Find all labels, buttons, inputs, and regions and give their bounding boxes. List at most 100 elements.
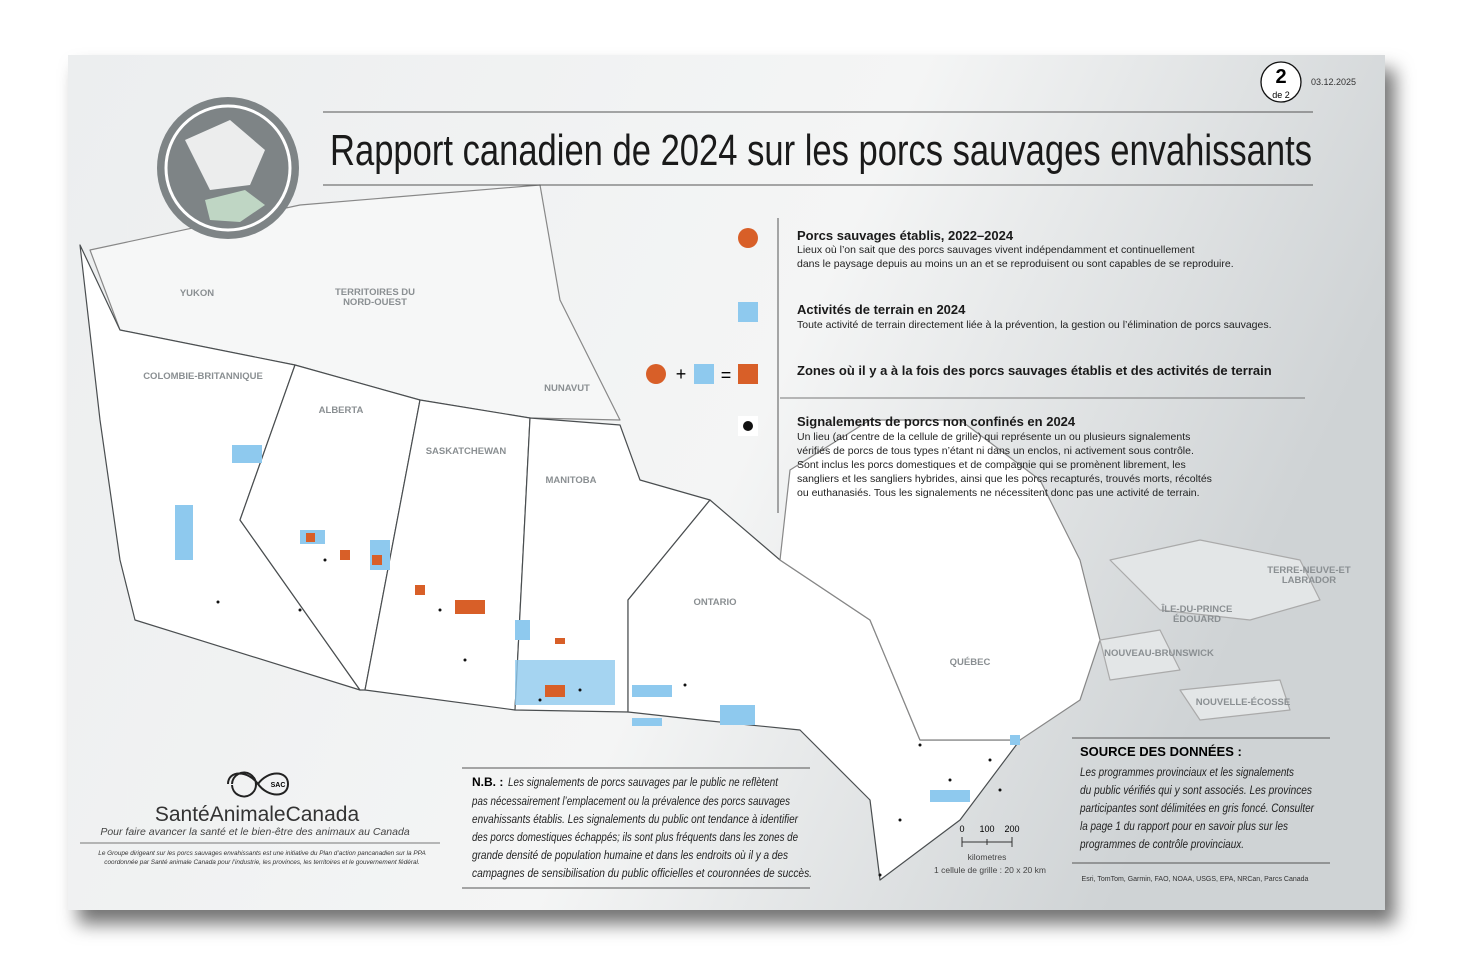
province-nb: [1099, 629, 1181, 681]
province-ab: [239, 364, 421, 691]
source-title: SOURCE DES DONNÉES :: [1080, 744, 1242, 759]
logo-footnote: coordonnée par Santé animale Canada pour…: [104, 859, 419, 866]
overlap-cell: [415, 585, 425, 595]
page-number: 2: [1275, 66, 1286, 88]
field-activity-swatch: [694, 364, 714, 384]
scale-label: 100: [979, 824, 994, 834]
field-activity-swatch: [738, 302, 758, 322]
overlap-cell: [545, 685, 565, 697]
field-activity-cell: [1010, 735, 1020, 745]
legend-description: vérifiés de porcs de tous types n’étant …: [797, 445, 1194, 457]
legend-description: Sont inclus les porcs domestiques et de …: [797, 459, 1186, 471]
region-label: TERRE-NEUVE-ET: [1267, 565, 1351, 576]
date: 03.12.2025: [1311, 77, 1356, 87]
field-activity-cell: [515, 660, 615, 705]
source-line: la page 1 du rapport pour en savoir plus…: [1080, 821, 1288, 833]
legend-description: dans le paysage depuis au moins un an et…: [797, 258, 1234, 270]
page-of: de 2: [1272, 90, 1290, 100]
province-qc: [779, 419, 1101, 741]
note-line: envahissants établis. Les signalements d…: [472, 814, 799, 826]
note-line: pas nécessairement l’emplacement ou la p…: [471, 796, 790, 808]
grid-cell-size: 1 cellule de grille : 20 x 20 km: [934, 865, 1046, 875]
region-label: ÉDOUARD: [1173, 614, 1221, 625]
equals-sign: =: [721, 365, 732, 385]
note-line: des porcs domestiques échappés; ils sont…: [472, 832, 798, 844]
region-label: LABRADOR: [1282, 575, 1336, 586]
report-dot: [743, 421, 753, 431]
legend-title: Zones où il y a à la fois des porcs sauv…: [797, 363, 1272, 378]
logo-badge-text: SAC: [271, 782, 286, 789]
field-activity-cell: [515, 620, 530, 640]
report-dots: [216, 558, 1002, 877]
overlap-cell: [372, 555, 382, 565]
field-activity-cell: [632, 685, 672, 697]
plus-sign: +: [676, 364, 687, 384]
region-label: COLOMBIE-BRITANNIQUE: [143, 371, 263, 382]
header: 2 de 2 03.12.2025 Rapport canadien de 20…: [157, 61, 1356, 239]
attribution: Esri, TomTom, Garmin, FAO, NOAA, USGS, E…: [1082, 876, 1309, 883]
overlap-cell: [455, 600, 485, 614]
field-activity-cell: [720, 705, 755, 725]
logo-boar: [185, 120, 265, 190]
legend-title: Signalements de porcs non confinés en 20…: [797, 414, 1076, 429]
note-line: campagnes de sensibilisation du public o…: [472, 868, 812, 880]
scale-label: 200: [1004, 824, 1019, 834]
established-swatch: [646, 364, 666, 384]
logo-pig: [205, 190, 265, 222]
data-cells: [175, 445, 1020, 877]
legend-description: ou euthanasiés. Tous les signalements ne…: [797, 487, 1200, 499]
legend-description: Lieux où l’on sait que des porcs sauvage…: [797, 244, 1195, 256]
province-ns: [1179, 679, 1291, 721]
logo: SAC SantéAnimaleCanada Pour faire avance…: [80, 771, 440, 866]
source-line: Les programmes provinciaux et les signal…: [1080, 767, 1294, 779]
note-line: Les signalements de porcs sauvages par l…: [508, 777, 779, 789]
note-line: grande densité de population humaine et …: [472, 850, 788, 862]
region-label: ONTARIO: [693, 597, 736, 608]
overlap-cell: [306, 533, 315, 542]
logo-footnote: Le Groupe dirigeant sur les porcs sauvag…: [98, 850, 425, 857]
logo-mark: [227, 771, 290, 798]
overlap-cell: [340, 550, 350, 560]
established-swatch: [738, 228, 758, 248]
source-line: programmes de contrôle provinciaux.: [1079, 839, 1244, 851]
logo-tagline: Pour faire avancer la santé et le bien-ê…: [100, 826, 410, 838]
legend-title: Activités de terrain en 2024: [797, 302, 966, 317]
field-activity-cell: [632, 718, 662, 726]
legend-title: Porcs sauvages établis, 2022–2024: [797, 228, 1014, 243]
region-label: QUÉBEC: [950, 657, 991, 668]
overlap-swatch: [738, 364, 758, 384]
source-line: du public vérifiés qui y sont associés. …: [1080, 785, 1312, 797]
region-label: NOUVELLE-ÉCOSSE: [1196, 697, 1291, 708]
region-label: YUKON: [180, 288, 214, 299]
source: SOURCE DES DONNÉES : Les programmes prov…: [1072, 737, 1330, 883]
region-label: MANITOBA: [545, 475, 596, 486]
field-activity-cell: [930, 790, 970, 802]
region-label: TERRITOIRES DU: [335, 287, 415, 298]
scale-unit: kilometres: [968, 852, 1007, 862]
source-line: participantes sont délimitées en gris fo…: [1079, 803, 1315, 815]
legend: + = Porcs sauvages établis, 2022–2024 Li…: [646, 218, 1305, 513]
logo-ring: [164, 104, 292, 232]
note: N.B. : Les signalements de porcs sauvage…: [462, 767, 812, 889]
legend-description: sangliers et les sangliers hybrides, ain…: [797, 473, 1212, 485]
scale-label: 0: [959, 824, 964, 834]
region-label: ALBERTA: [319, 405, 364, 416]
page-badge: [1260, 61, 1302, 103]
region-label: SASKATCHEWAN: [426, 446, 507, 457]
note-label: N.B. :: [472, 775, 503, 789]
field-activity-cell: [175, 505, 193, 560]
region-label: NUNAVUT: [544, 383, 590, 394]
region-label: NORD-OUEST: [343, 297, 407, 308]
region-label: NOUVEAU-BRUNSWICK: [1104, 648, 1214, 659]
logo-name: SantéAnimaleCanada: [155, 803, 360, 826]
regions: YUKON TERRITOIRES DU NORD-OUEST COLOMBIE…: [143, 287, 1351, 708]
overlap-cell: [555, 638, 565, 644]
legend-description: Toute activité de terrain directement li…: [797, 319, 1272, 331]
province-nl: [1109, 539, 1321, 621]
scale-bar: 0 100 200 kilometres 1 cellule de grille…: [934, 824, 1046, 875]
region-label: ÎLE-DU-PRINCE: [1161, 603, 1233, 615]
legend-description: Un lieu (au centre de la cellule de gril…: [797, 431, 1190, 443]
title: Rapport canadien de 2024 sur les porcs s…: [330, 126, 1312, 175]
field-activity-cell: [232, 445, 262, 463]
